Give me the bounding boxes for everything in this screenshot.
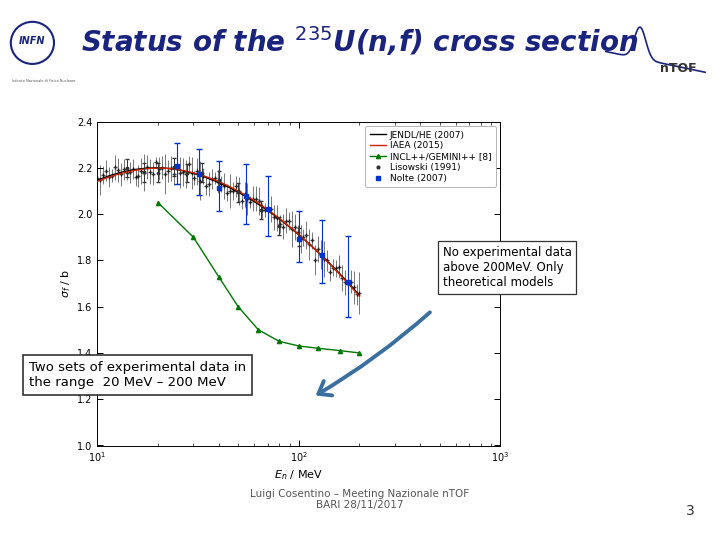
Y-axis label: $\sigma_f$ / b: $\sigma_f$ / b	[59, 269, 73, 298]
Text: No experimental data
above 200MeV. Only
theoretical models: No experimental data above 200MeV. Only …	[443, 246, 572, 289]
X-axis label: $E_n$ / MeV: $E_n$ / MeV	[274, 468, 323, 482]
Text: INFN: INFN	[19, 36, 45, 46]
Text: Luigi Cosentino – Meeting Nazionale nTOF
BARI 28/11/2017: Luigi Cosentino – Meeting Nazionale nTOF…	[251, 489, 469, 510]
Text: 3: 3	[686, 504, 695, 518]
Text: nTOF: nTOF	[660, 62, 697, 76]
Legend: JENDL/HE (2007), IAEA (2015), INCL++/GEMINI++ [8], Lisowski (1991), Nolte (2007): JENDL/HE (2007), IAEA (2015), INCL++/GEM…	[365, 126, 496, 187]
Text: Istituto Nazionale di Fisica Nucleare: Istituto Nazionale di Fisica Nucleare	[12, 79, 75, 83]
Text: Two sets of experimental data in
the range  20 MeV – 200 MeV: Two sets of experimental data in the ran…	[29, 361, 246, 389]
Text: Status of the $^{235}$U(n,f) cross section: Status of the $^{235}$U(n,f) cross secti…	[81, 24, 639, 58]
